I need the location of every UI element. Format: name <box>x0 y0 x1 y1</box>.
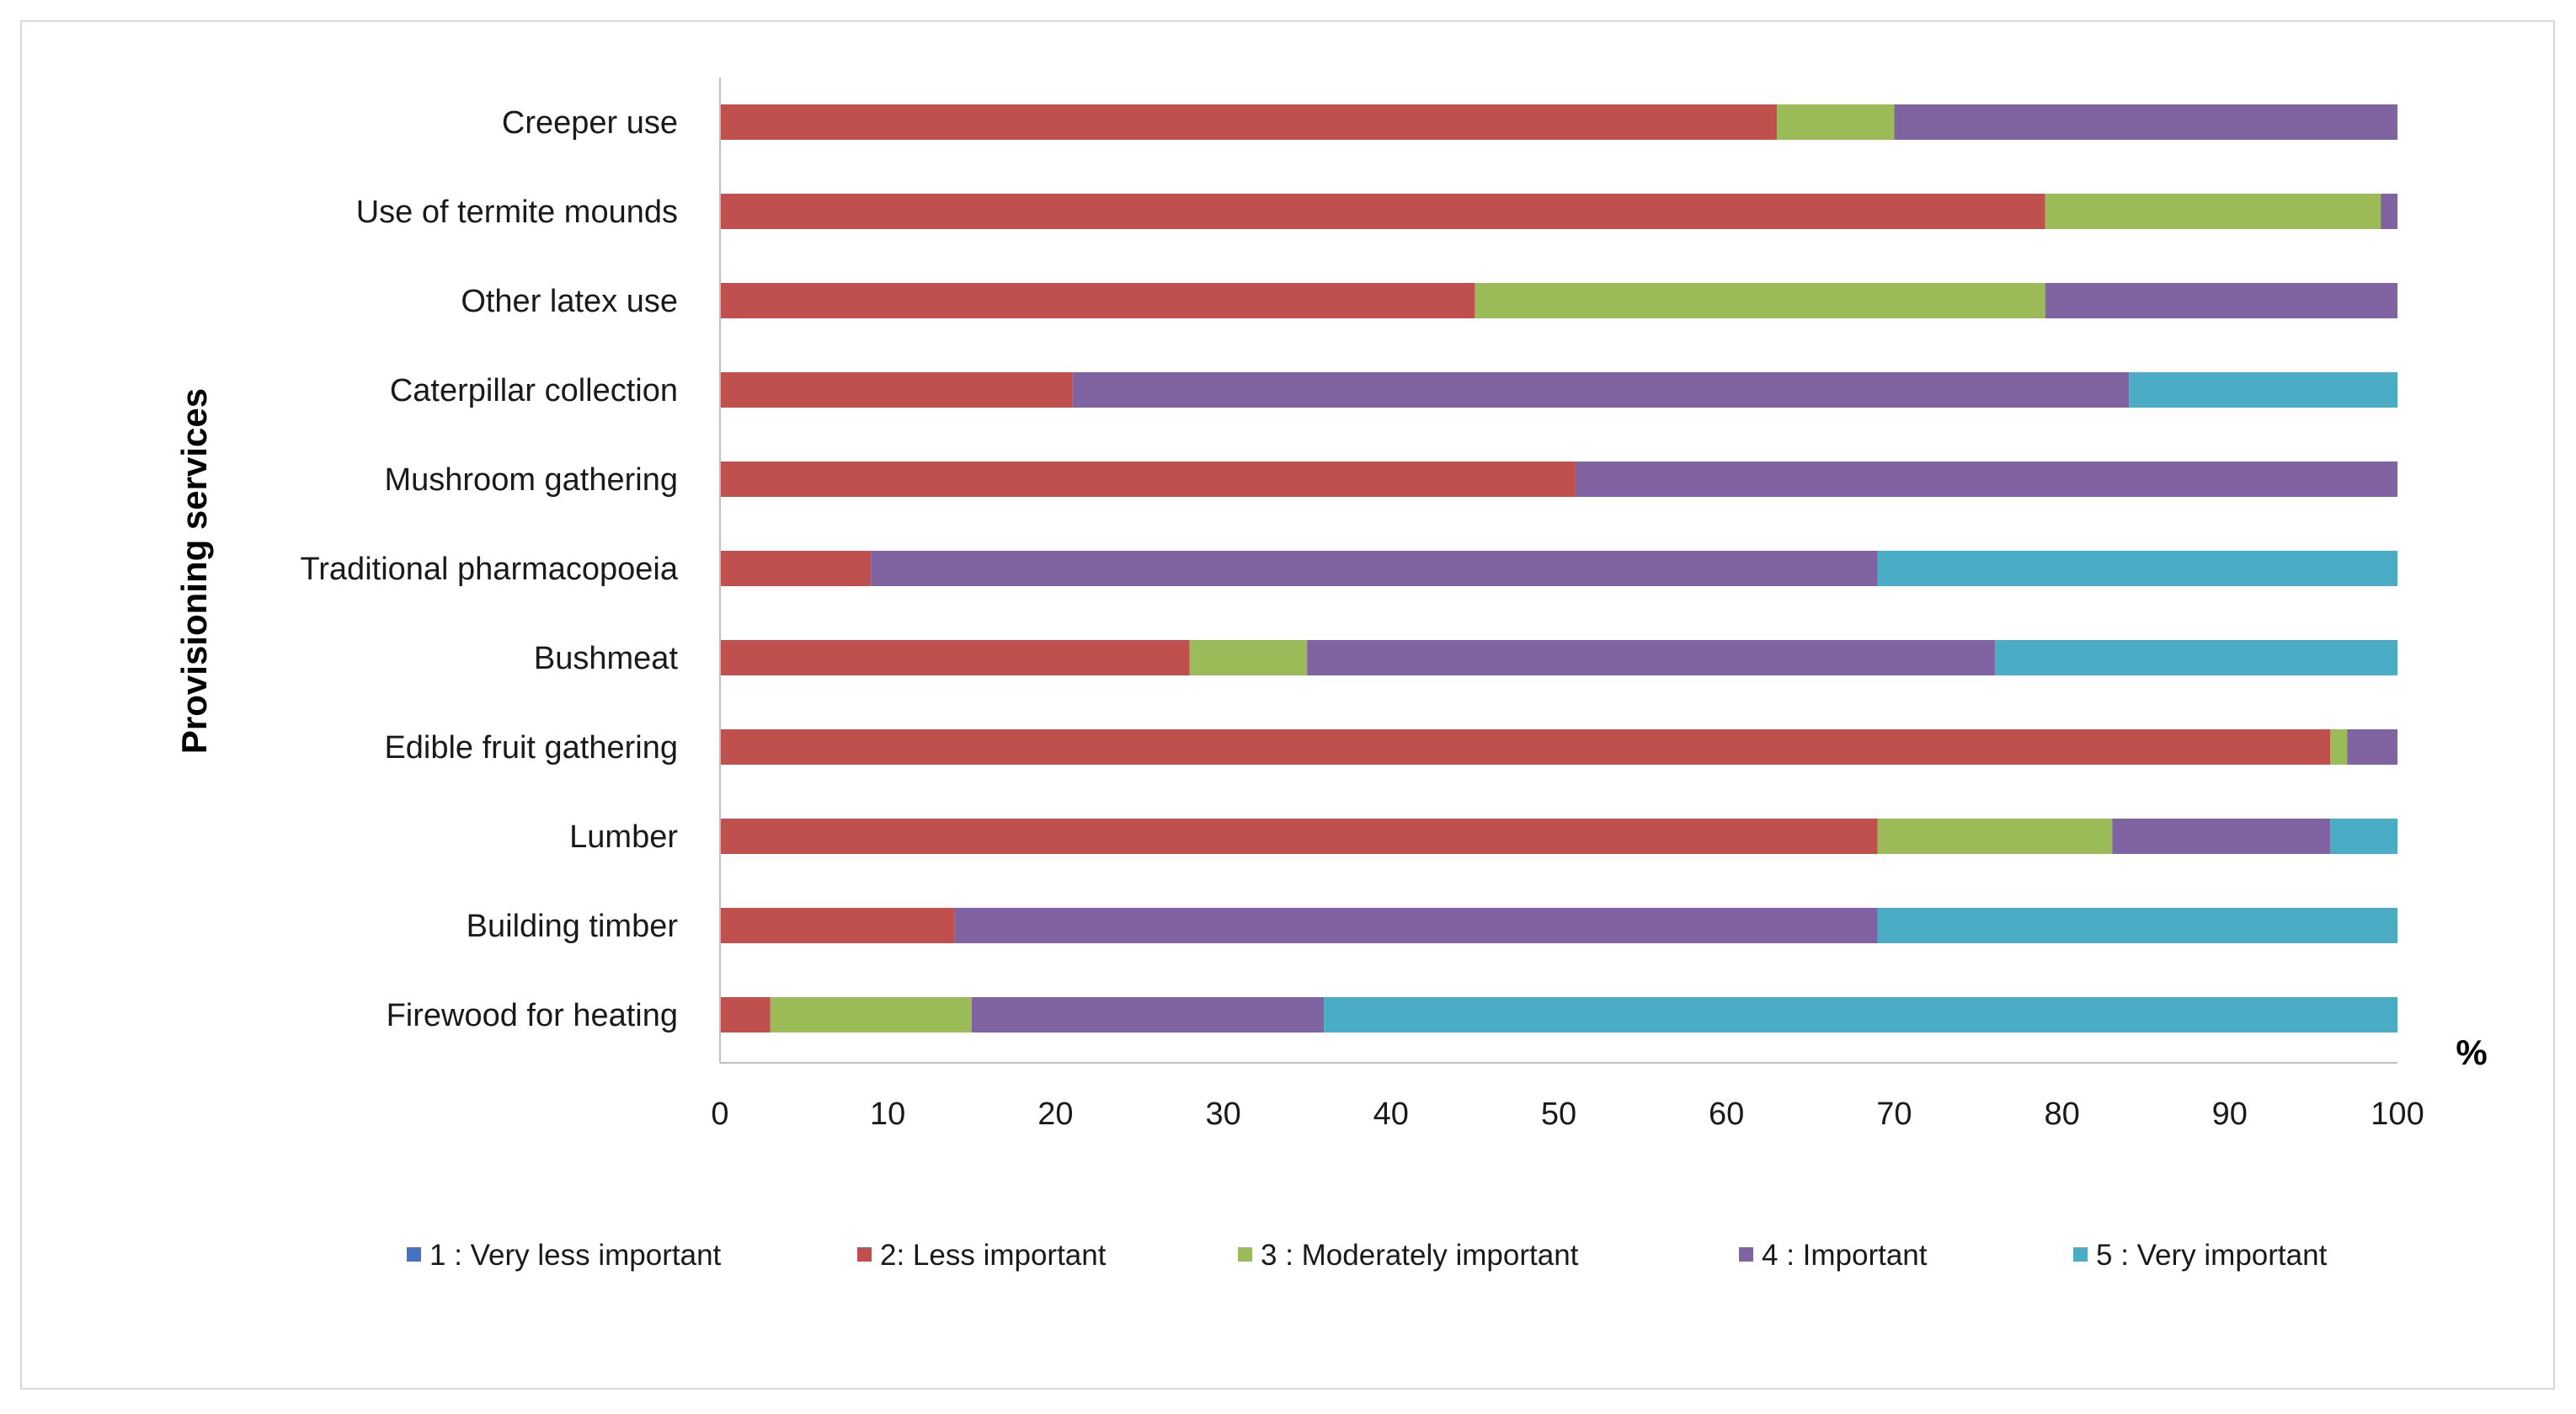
category-label: Use of termite mounds <box>356 195 678 230</box>
legend-label: 1 : Very less important <box>429 1239 722 1272</box>
legend-label: 3 : Moderately important <box>1261 1239 1579 1272</box>
y-axis-title: Provisioning services <box>174 388 214 754</box>
x-tick-label: 0 <box>711 1097 728 1132</box>
x-tick-label: 80 <box>2044 1097 2079 1132</box>
x-tick-label: 20 <box>1037 1097 1073 1132</box>
bar-segment <box>1324 997 2397 1032</box>
x-tick-labels: 0 10 20 30 40 50 60 70 80 90 100 <box>711 1097 2424 1132</box>
bar-segment <box>954 908 1878 943</box>
x-axis-unit-label: % <box>2456 1032 2487 1072</box>
bar-segment <box>1776 104 1895 140</box>
bar-segment <box>1072 372 2130 408</box>
bar-segment <box>2330 819 2397 854</box>
chart-frame <box>20 20 2555 1390</box>
bar-segment <box>770 997 972 1032</box>
x-tick-label: 10 <box>870 1097 905 1132</box>
bar-segment <box>720 194 2045 229</box>
category-label: Other latex use <box>461 284 678 319</box>
bar-segment <box>1189 640 1308 675</box>
bar-segment <box>2330 729 2348 765</box>
bar-segment <box>720 283 1475 318</box>
bar-segment <box>2381 194 2397 229</box>
bar-segment <box>720 908 955 943</box>
bar-segment <box>2129 372 2397 408</box>
bar-segment <box>1877 551 2397 586</box>
bar-segment <box>720 551 872 586</box>
legend-swatch <box>407 1247 421 1262</box>
category-label: Building timber <box>467 909 679 944</box>
bar-segment <box>2347 729 2397 765</box>
bar-segment <box>1894 104 2397 140</box>
bars-layer <box>720 104 2397 1032</box>
category-label: Edible fruit gathering <box>384 730 678 766</box>
bar-segment <box>720 462 1576 497</box>
bar-segment <box>1575 462 2397 497</box>
bar-segment <box>720 104 1777 140</box>
legend-swatch <box>857 1247 872 1262</box>
bar-segment <box>720 640 1190 675</box>
x-tick-label: 60 <box>1709 1097 1744 1132</box>
legend-swatch <box>2073 1247 2088 1262</box>
axes-layer <box>719 77 2397 1064</box>
x-tick-label: 30 <box>1205 1097 1240 1132</box>
bar-segment <box>2112 819 2331 854</box>
legend: 1 : Very less important 2: Less important… <box>407 1239 2328 1272</box>
bar-segment <box>871 551 1878 586</box>
bar-segment <box>1877 908 2397 943</box>
category-label: Creeper use <box>502 105 678 141</box>
bar-segment <box>1307 640 1995 675</box>
category-label: Firewood for heating <box>387 998 678 1033</box>
legend-label: 4 : Important <box>1762 1239 1928 1272</box>
category-label: Caterpillar collection <box>390 373 678 408</box>
bar-segment <box>1475 283 2045 318</box>
category-label: Lumber <box>569 819 678 855</box>
bar-segment <box>720 372 1073 408</box>
category-label: Mushroom gathering <box>384 462 678 498</box>
x-tick-label: 50 <box>1541 1097 1576 1132</box>
bar-segment <box>720 729 2331 765</box>
legend-swatch <box>1238 1247 1252 1262</box>
bar-segment <box>2045 194 2381 229</box>
category-labels: Creeper use Use of termite mounds Other la… <box>300 105 678 1033</box>
bar-segment <box>1877 819 2113 854</box>
bar-segment <box>720 819 1878 854</box>
x-tick-label: 100 <box>2371 1097 2424 1132</box>
legend-label: 5 : Very important <box>2096 1239 2328 1272</box>
bar-segment <box>1994 640 2397 675</box>
bar-segment <box>2045 283 2397 318</box>
x-tick-label: 90 <box>2212 1097 2248 1132</box>
category-label: Traditional pharmacopoeia <box>300 552 678 587</box>
legend-swatch <box>1739 1247 1753 1262</box>
category-label: Bushmeat <box>534 641 679 676</box>
x-tick-label: 70 <box>1876 1097 1912 1132</box>
bar-segment <box>971 997 1325 1032</box>
bar-segment <box>720 997 771 1032</box>
x-tick-label: 40 <box>1373 1097 1409 1132</box>
legend-label: 2: Less important <box>880 1239 1107 1272</box>
